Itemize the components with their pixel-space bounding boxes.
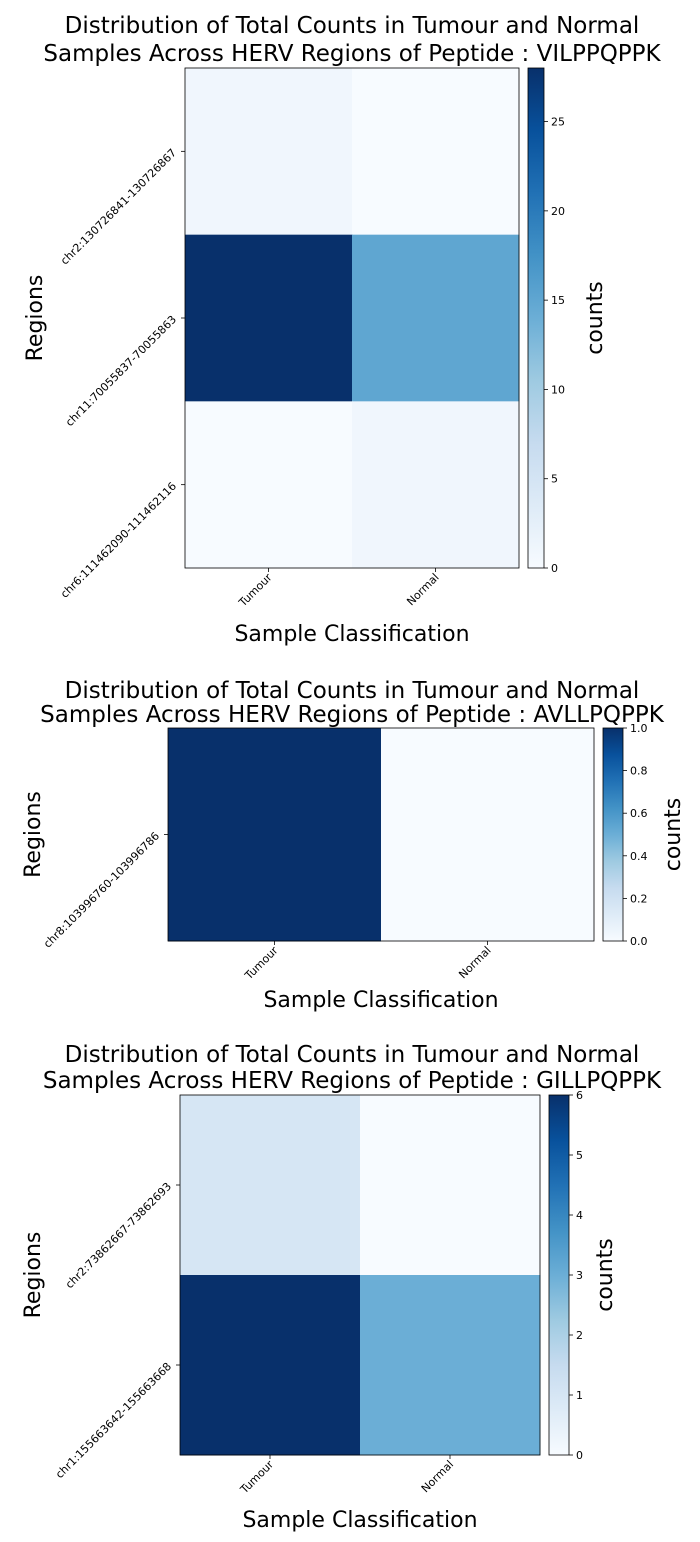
heatmap-cell: [185, 401, 353, 569]
heatmap-cell: [168, 728, 382, 942]
colorbar-tick-label: 1: [576, 1389, 583, 1402]
chart-title-line-1: Distribution of Total Counts in Tumour a…: [65, 13, 640, 39]
heatmap-cell: [180, 1275, 361, 1456]
y-tick-label: chr1:155663642-155663668: [53, 1360, 174, 1481]
chart-title-line-1: Distribution of Total Counts in Tumour a…: [65, 1042, 640, 1068]
x-axis-label: Sample Classification: [234, 622, 469, 647]
y-axis-label: Regions: [21, 791, 46, 878]
heatmap-chart-2: Distribution of Total Counts in Tumour a…: [21, 678, 686, 1013]
heatmap-chart-3: Distribution of Total Counts in Tumour a…: [21, 1042, 662, 1533]
colorbar: [602, 727, 624, 942]
heatmap-cell: [352, 234, 520, 402]
colorbar-tick-label: 15: [551, 294, 565, 307]
x-tick-label: Tumour: [237, 1458, 276, 1497]
colorbar-tick-label: 2: [576, 1329, 583, 1342]
colorbar-tick-label: 0.4: [630, 850, 648, 863]
colorbar-tick-label: 5: [576, 1149, 583, 1162]
colorbar-tick-label: 5: [551, 473, 558, 486]
chart-title-line-2: Samples Across HERV Regions of Peptide :…: [40, 702, 665, 728]
x-tick-label: Normal: [456, 944, 493, 981]
colorbar-label: counts: [583, 281, 608, 355]
heatmap-cell: [185, 68, 353, 236]
y-tick-label: chr6:111462090-111462116: [58, 480, 179, 601]
colorbar-tick-label: 0.0: [630, 935, 648, 948]
heatmap-cell: [352, 401, 520, 569]
colorbar-tick-label: 20: [551, 205, 565, 218]
x-tick-label: Tumour: [236, 571, 275, 610]
colorbar-tick-label: 6: [576, 1089, 583, 1102]
colorbar-tick-label: 25: [551, 116, 565, 129]
y-tick-label: chr2:130726841-130726867: [58, 146, 179, 267]
colorbar-tick-label: 10: [551, 383, 565, 396]
plot-frame: [179, 1094, 541, 1456]
y-tick-label: chr8:103996760-103996786: [41, 829, 162, 950]
chart-title-line-1: Distribution of Total Counts in Tumour a…: [65, 678, 640, 704]
heatmap-cell: [360, 1095, 541, 1276]
colorbar-tick-label: 1.0: [630, 722, 648, 735]
y-tick-label: chr2:73862667-73862693: [63, 1180, 174, 1291]
heatmap-cell: [381, 728, 595, 942]
chart-title-line-2: Samples Across HERV Regions of Peptide :…: [43, 41, 661, 67]
heatmap-cell: [185, 234, 353, 402]
x-tick-label: Normal: [419, 1458, 456, 1495]
colorbar-tick-label: 0.8: [630, 765, 648, 778]
colorbar-tick-label: 3: [576, 1269, 583, 1282]
x-tick-label: Normal: [404, 571, 441, 608]
chart-title-line-2: Samples Across HERV Regions of Peptide :…: [43, 1068, 662, 1094]
heatmap-cell: [360, 1275, 541, 1456]
colorbar-tick-label: 0: [576, 1449, 583, 1462]
colorbar-tick-label: 0.6: [630, 807, 648, 820]
heatmap-cell: [180, 1095, 361, 1276]
y-axis-label: Regions: [21, 1232, 46, 1319]
x-axis-label: Sample Classification: [263, 988, 498, 1013]
x-tick-label: Tumour: [242, 944, 281, 983]
colorbar-label: counts: [593, 1238, 618, 1312]
y-tick-label: chr11:70055837-70055863: [63, 313, 179, 429]
colorbar-tick-label: 0: [551, 562, 558, 575]
heatmap-cell: [352, 68, 520, 236]
colorbar: [527, 67, 545, 569]
x-axis-label: Sample Classification: [242, 1508, 477, 1533]
y-axis-label: Regions: [23, 275, 48, 362]
colorbar-tick-label: 4: [576, 1209, 583, 1222]
colorbar-tick-label: 0.2: [630, 892, 648, 905]
colorbar: [548, 1094, 570, 1456]
colorbar-label: counts: [661, 798, 686, 872]
heatmap-chart-1: Distribution of Total Counts in Tumour a…: [23, 13, 662, 647]
